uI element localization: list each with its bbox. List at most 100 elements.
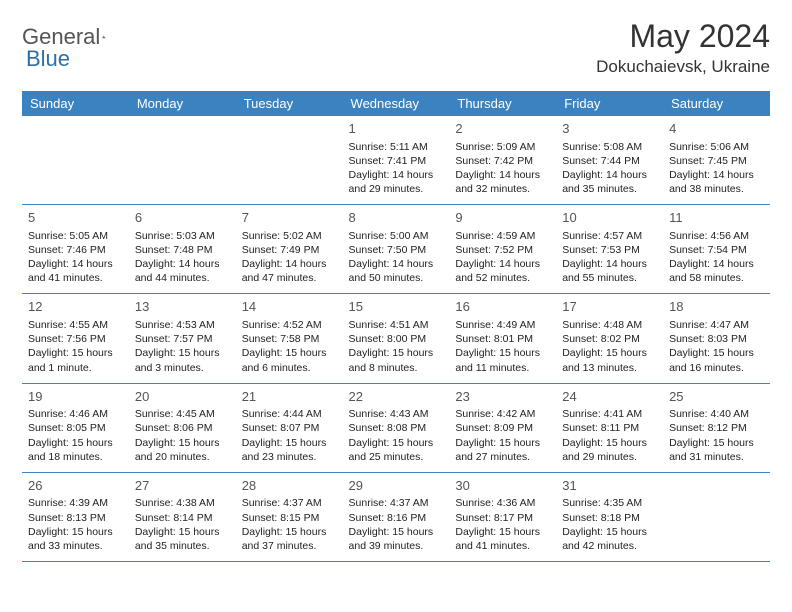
sunrise-text: Sunrise: 5:05 AM xyxy=(28,229,123,243)
daylight-text: Daylight: 15 hours and 42 minutes. xyxy=(562,525,657,553)
sunrise-text: Sunrise: 4:57 AM xyxy=(562,229,657,243)
sunset-text: Sunset: 8:06 PM xyxy=(135,421,230,435)
sunset-text: Sunset: 7:50 PM xyxy=(349,243,444,257)
day-number: 18 xyxy=(669,298,764,316)
day-number: 13 xyxy=(135,298,230,316)
sunset-text: Sunset: 8:18 PM xyxy=(562,511,657,525)
calendar-cell: 16Sunrise: 4:49 AMSunset: 8:01 PMDayligh… xyxy=(449,294,556,383)
day-number: 20 xyxy=(135,388,230,406)
day-number: 27 xyxy=(135,477,230,495)
sunset-text: Sunset: 7:42 PM xyxy=(455,154,550,168)
logo-sail-icon xyxy=(102,28,106,46)
calendar-cell: 24Sunrise: 4:41 AMSunset: 8:11 PMDayligh… xyxy=(556,383,663,472)
sunset-text: Sunset: 8:05 PM xyxy=(28,421,123,435)
calendar-cell: 17Sunrise: 4:48 AMSunset: 8:02 PMDayligh… xyxy=(556,294,663,383)
calendar-cell xyxy=(663,472,770,561)
daylight-text: Daylight: 15 hours and 1 minute. xyxy=(28,346,123,374)
calendar-cell: 9Sunrise: 4:59 AMSunset: 7:52 PMDaylight… xyxy=(449,205,556,294)
day-number: 23 xyxy=(455,388,550,406)
day-number: 24 xyxy=(562,388,657,406)
day-header: Wednesday xyxy=(343,91,450,116)
sunset-text: Sunset: 8:07 PM xyxy=(242,421,337,435)
calendar-cell: 4Sunrise: 5:06 AMSunset: 7:45 PMDaylight… xyxy=(663,116,770,205)
daylight-text: Daylight: 15 hours and 27 minutes. xyxy=(455,436,550,464)
daylight-text: Daylight: 15 hours and 41 minutes. xyxy=(455,525,550,553)
sunrise-text: Sunrise: 4:43 AM xyxy=(349,407,444,421)
day-header: Tuesday xyxy=(236,91,343,116)
sunset-text: Sunset: 7:52 PM xyxy=(455,243,550,257)
calendar-cell: 20Sunrise: 4:45 AMSunset: 8:06 PMDayligh… xyxy=(129,383,236,472)
calendar-cell: 27Sunrise: 4:38 AMSunset: 8:14 PMDayligh… xyxy=(129,472,236,561)
sunrise-text: Sunrise: 4:37 AM xyxy=(242,496,337,510)
calendar-week: 1Sunrise: 5:11 AMSunset: 7:41 PMDaylight… xyxy=(22,116,770,205)
sunrise-text: Sunrise: 4:38 AM xyxy=(135,496,230,510)
day-number: 11 xyxy=(669,209,764,227)
calendar-cell: 12Sunrise: 4:55 AMSunset: 7:56 PMDayligh… xyxy=(22,294,129,383)
daylight-text: Daylight: 15 hours and 23 minutes. xyxy=(242,436,337,464)
sunrise-text: Sunrise: 4:52 AM xyxy=(242,318,337,332)
sunrise-text: Sunrise: 5:03 AM xyxy=(135,229,230,243)
page-title: May 2024 xyxy=(596,18,770,55)
sunrise-text: Sunrise: 4:36 AM xyxy=(455,496,550,510)
sunrise-text: Sunrise: 5:09 AM xyxy=(455,140,550,154)
calendar-week: 26Sunrise: 4:39 AMSunset: 8:13 PMDayligh… xyxy=(22,472,770,561)
daylight-text: Daylight: 15 hours and 6 minutes. xyxy=(242,346,337,374)
day-number: 4 xyxy=(669,120,764,138)
day-header: Friday xyxy=(556,91,663,116)
daylight-text: Daylight: 15 hours and 3 minutes. xyxy=(135,346,230,374)
calendar-cell: 19Sunrise: 4:46 AMSunset: 8:05 PMDayligh… xyxy=(22,383,129,472)
calendar-cell: 26Sunrise: 4:39 AMSunset: 8:13 PMDayligh… xyxy=(22,472,129,561)
sunrise-text: Sunrise: 4:41 AM xyxy=(562,407,657,421)
daylight-text: Daylight: 14 hours and 55 minutes. xyxy=(562,257,657,285)
sunset-text: Sunset: 7:53 PM xyxy=(562,243,657,257)
title-block: May 2024 Dokuchaievsk, Ukraine xyxy=(596,18,770,77)
calendar-cell: 5Sunrise: 5:05 AMSunset: 7:46 PMDaylight… xyxy=(22,205,129,294)
logo-text-2: Blue xyxy=(26,46,70,72)
sunrise-text: Sunrise: 4:53 AM xyxy=(135,318,230,332)
daylight-text: Daylight: 15 hours and 25 minutes. xyxy=(349,436,444,464)
sunrise-text: Sunrise: 5:11 AM xyxy=(349,140,444,154)
sunset-text: Sunset: 8:09 PM xyxy=(455,421,550,435)
daylight-text: Daylight: 14 hours and 50 minutes. xyxy=(349,257,444,285)
daylight-text: Daylight: 15 hours and 13 minutes. xyxy=(562,346,657,374)
sunrise-text: Sunrise: 5:02 AM xyxy=(242,229,337,243)
sunset-text: Sunset: 7:44 PM xyxy=(562,154,657,168)
calendar-cell: 8Sunrise: 5:00 AMSunset: 7:50 PMDaylight… xyxy=(343,205,450,294)
header: General May 2024 Dokuchaievsk, Ukraine xyxy=(22,18,770,77)
day-number: 10 xyxy=(562,209,657,227)
sunset-text: Sunset: 7:57 PM xyxy=(135,332,230,346)
sunset-text: Sunset: 8:08 PM xyxy=(349,421,444,435)
daylight-text: Daylight: 15 hours and 39 minutes. xyxy=(349,525,444,553)
sunrise-text: Sunrise: 5:06 AM xyxy=(669,140,764,154)
daylight-text: Daylight: 15 hours and 29 minutes. xyxy=(562,436,657,464)
calendar-cell: 3Sunrise: 5:08 AMSunset: 7:44 PMDaylight… xyxy=(556,116,663,205)
day-number: 5 xyxy=(28,209,123,227)
sunrise-text: Sunrise: 4:40 AM xyxy=(669,407,764,421)
sunrise-text: Sunrise: 4:56 AM xyxy=(669,229,764,243)
sunset-text: Sunset: 7:49 PM xyxy=(242,243,337,257)
daylight-text: Daylight: 15 hours and 11 minutes. xyxy=(455,346,550,374)
calendar-week: 12Sunrise: 4:55 AMSunset: 7:56 PMDayligh… xyxy=(22,294,770,383)
sunset-text: Sunset: 7:48 PM xyxy=(135,243,230,257)
sunset-text: Sunset: 8:11 PM xyxy=(562,421,657,435)
calendar-cell: 7Sunrise: 5:02 AMSunset: 7:49 PMDaylight… xyxy=(236,205,343,294)
day-number: 21 xyxy=(242,388,337,406)
calendar-cell: 15Sunrise: 4:51 AMSunset: 8:00 PMDayligh… xyxy=(343,294,450,383)
sunset-text: Sunset: 7:56 PM xyxy=(28,332,123,346)
day-number: 15 xyxy=(349,298,444,316)
sunrise-text: Sunrise: 5:08 AM xyxy=(562,140,657,154)
day-number: 17 xyxy=(562,298,657,316)
daylight-text: Daylight: 14 hours and 44 minutes. xyxy=(135,257,230,285)
sunset-text: Sunset: 7:41 PM xyxy=(349,154,444,168)
calendar-cell: 14Sunrise: 4:52 AMSunset: 7:58 PMDayligh… xyxy=(236,294,343,383)
calendar-cell: 31Sunrise: 4:35 AMSunset: 8:18 PMDayligh… xyxy=(556,472,663,561)
day-header-row: SundayMondayTuesdayWednesdayThursdayFrid… xyxy=(22,91,770,116)
daylight-text: Daylight: 15 hours and 33 minutes. xyxy=(28,525,123,553)
sunrise-text: Sunrise: 4:49 AM xyxy=(455,318,550,332)
location-subtitle: Dokuchaievsk, Ukraine xyxy=(596,57,770,77)
calendar-head: SundayMondayTuesdayWednesdayThursdayFrid… xyxy=(22,91,770,116)
daylight-text: Daylight: 14 hours and 41 minutes. xyxy=(28,257,123,285)
calendar-cell: 28Sunrise: 4:37 AMSunset: 8:15 PMDayligh… xyxy=(236,472,343,561)
day-number: 6 xyxy=(135,209,230,227)
day-number: 22 xyxy=(349,388,444,406)
